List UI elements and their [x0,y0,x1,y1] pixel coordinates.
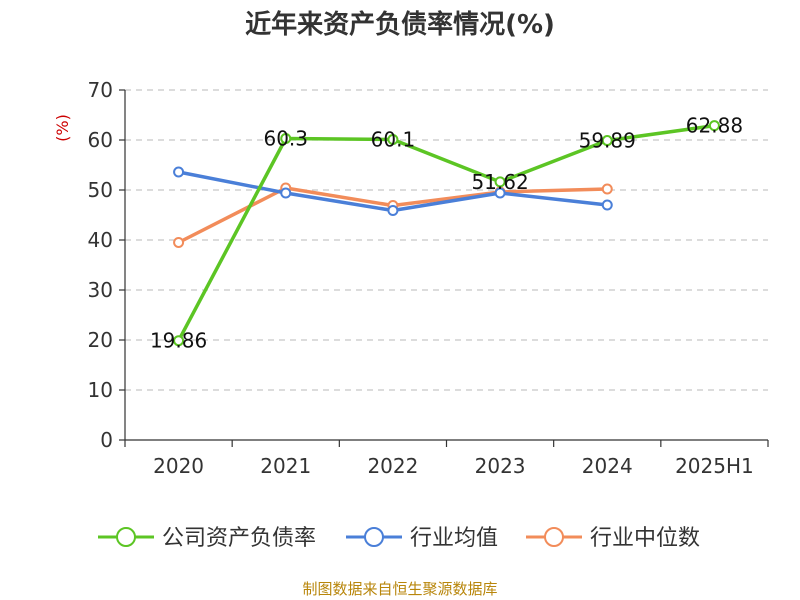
data-label: 60.3 [263,127,308,151]
y-tick-label: 50 [88,178,113,202]
y-tick-label: 10 [88,378,113,402]
chart-title: 近年来资产负债率情况(%) [245,10,555,40]
data-point [601,135,613,147]
data-point [387,134,399,145]
legend-label: 行业均值 [410,526,498,551]
data-point [601,183,613,195]
y-axis-unit-label: (%) [53,114,72,142]
series-line [177,123,715,342]
y-tick-label: 30 [88,278,113,302]
data-point [173,237,185,248]
legend-label: 行业中位数 [590,526,700,551]
y-tick-label: 20 [88,328,113,352]
data-label: 62.88 [686,114,743,138]
data-point [173,166,185,178]
data-source-note: 制图数据来自恒生聚源数据库 [302,580,498,598]
legend: 公司资产负债率 行业均值 行业中位数 [98,526,700,551]
grid-lines [125,89,768,391]
x-tick-label: 2022 [367,454,418,478]
legend-marker [116,527,136,547]
data-point [173,335,185,347]
data-point [280,187,292,199]
axes: 0 10 20 30 40 50 60 70 2020 2021 2022 2023 2024 2025H… [88,78,769,478]
data-label: 19.86 [150,329,207,353]
data-labels: 19.86 60.3 60.1 51.62 59.89 62.88 [150,114,743,353]
data-point [601,199,613,211]
data-point [494,187,506,199]
x-tick-label: 2023 [475,454,526,478]
data-point [387,205,399,216]
x-tick-label: 2024 [582,454,633,478]
x-tick-label: 2021 [260,454,311,478]
y-tick-label: 0 [100,428,113,452]
x-tick-label: 2025H1 [675,454,754,478]
y-tick-label: 40 [88,228,113,252]
legend-marker [364,527,384,547]
y-tick-label: 60 [88,128,113,152]
series-lines [173,120,720,347]
legend-label: 公司资产负债率 [162,526,316,551]
legend-marker [544,527,564,547]
data-label: 51.62 [471,170,528,194]
data-label: 59.89 [579,129,636,153]
y-tick-label: 70 [88,78,113,102]
x-tick-label: 2020 [153,454,204,478]
data-point [708,120,720,132]
data-point [494,176,506,188]
data-label: 60.1 [371,128,416,152]
data-point [280,133,292,144]
